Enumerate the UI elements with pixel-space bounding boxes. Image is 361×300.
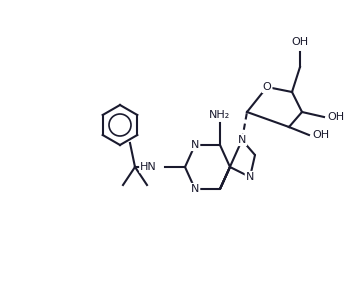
Text: O: O (262, 82, 271, 92)
Text: N: N (191, 184, 199, 194)
Text: N: N (246, 172, 254, 182)
Text: HN: HN (140, 162, 157, 172)
Text: OH: OH (312, 130, 330, 140)
Text: NH₂: NH₂ (209, 110, 231, 120)
Text: N: N (191, 140, 199, 150)
Text: OH: OH (327, 112, 344, 122)
Text: OH: OH (291, 37, 309, 47)
Text: N: N (238, 135, 246, 145)
